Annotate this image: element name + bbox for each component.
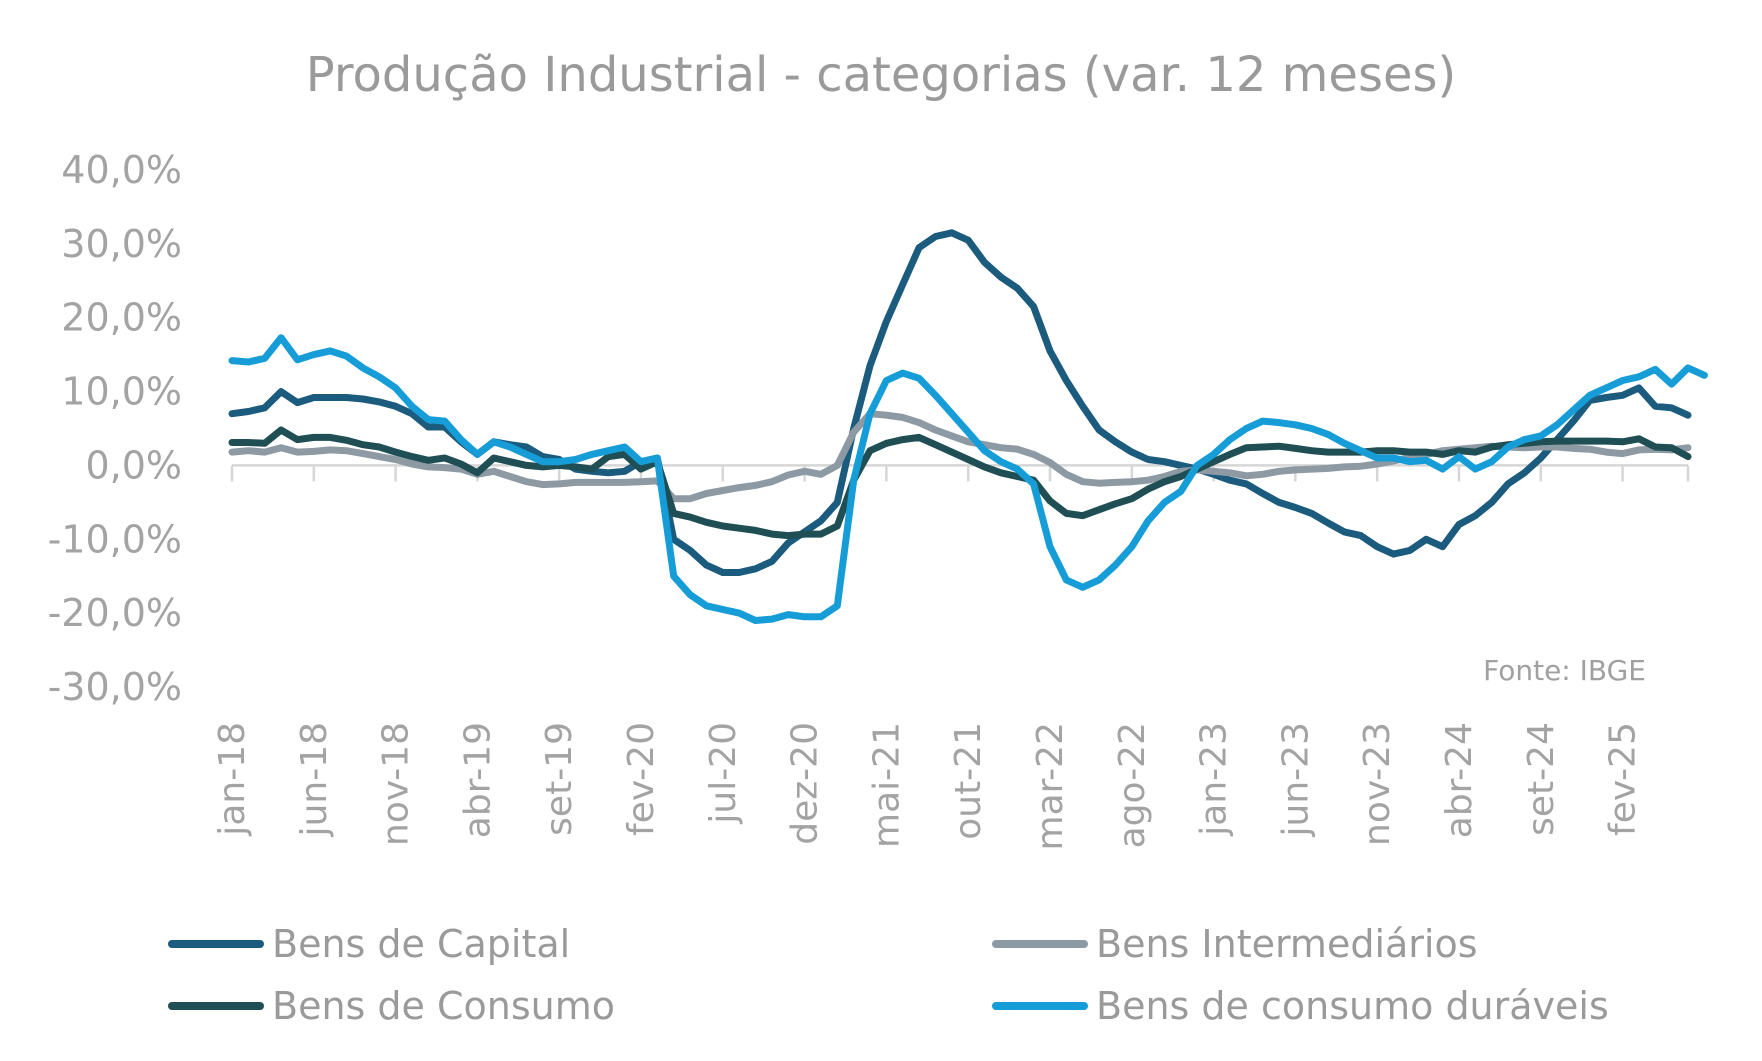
- legend-label: Bens de Capital: [272, 922, 570, 966]
- x-tick-label: jun-18: [294, 722, 335, 837]
- y-tick-label: 0,0%: [85, 443, 182, 487]
- x-tick-label: out-21: [948, 722, 989, 840]
- y-tick-label: -20,0%: [48, 591, 182, 635]
- source-note: Fonte: IBGE: [1483, 654, 1646, 687]
- x-tick-label: abr-24: [1439, 722, 1480, 838]
- x-tick-label: jun-23: [1275, 722, 1316, 837]
- x-tick-label: jan-18: [212, 722, 253, 837]
- y-tick-label: 40,0%: [61, 148, 182, 192]
- x-tick-label: nov-23: [1357, 722, 1398, 846]
- x-axis: jan-18 jun-18 nov-18 abr-19 set-19 fev-20 jul-…: [212, 464, 1690, 850]
- legend-label: Bens de consumo duráveis: [1096, 984, 1609, 1028]
- x-tick-label: fev-20: [621, 722, 662, 836]
- legend: Bens de Capital Bens Intermediários Bens d…: [168, 922, 1609, 1028]
- y-tick-label: -10,0%: [48, 517, 182, 561]
- x-tick-label: nov-18: [376, 722, 417, 846]
- x-tick-label: ago-22: [1112, 722, 1153, 848]
- x-tick-label: abr-19: [457, 722, 498, 838]
- x-tick-label: jan-23: [1194, 722, 1235, 837]
- y-tick-label: 10,0%: [61, 370, 182, 414]
- x-tick-label: jul-20: [703, 722, 744, 825]
- x-tick-label: mai-21: [866, 722, 907, 848]
- y-tick-label: -30,0%: [48, 665, 182, 709]
- series-line-0: [228, 229, 1692, 576]
- y-axis: 40,0% 30,0% 20,0% 10,0% 0,0% -10,0% -20,0% -30,…: [48, 148, 182, 709]
- chart-title: Produção Industrial - categorias (var. 1…: [306, 47, 1456, 103]
- legend-label: Bens de Consumo: [272, 984, 615, 1028]
- y-tick-label: 20,0%: [61, 296, 182, 340]
- series-line-2: [228, 426, 1692, 540]
- x-tick-label: dez-20: [785, 722, 826, 845]
- y-tick-label: 30,0%: [61, 222, 182, 266]
- plot-area: [228, 229, 1708, 624]
- x-tick-label: set-24: [1521, 722, 1562, 836]
- x-tick-label: set-19: [539, 722, 580, 836]
- legend-label: Bens Intermediários: [1096, 922, 1478, 966]
- x-tick-label: mar-22: [1030, 722, 1071, 850]
- series-line-3: [228, 334, 1708, 624]
- x-tick-label: fev-25: [1603, 722, 1644, 836]
